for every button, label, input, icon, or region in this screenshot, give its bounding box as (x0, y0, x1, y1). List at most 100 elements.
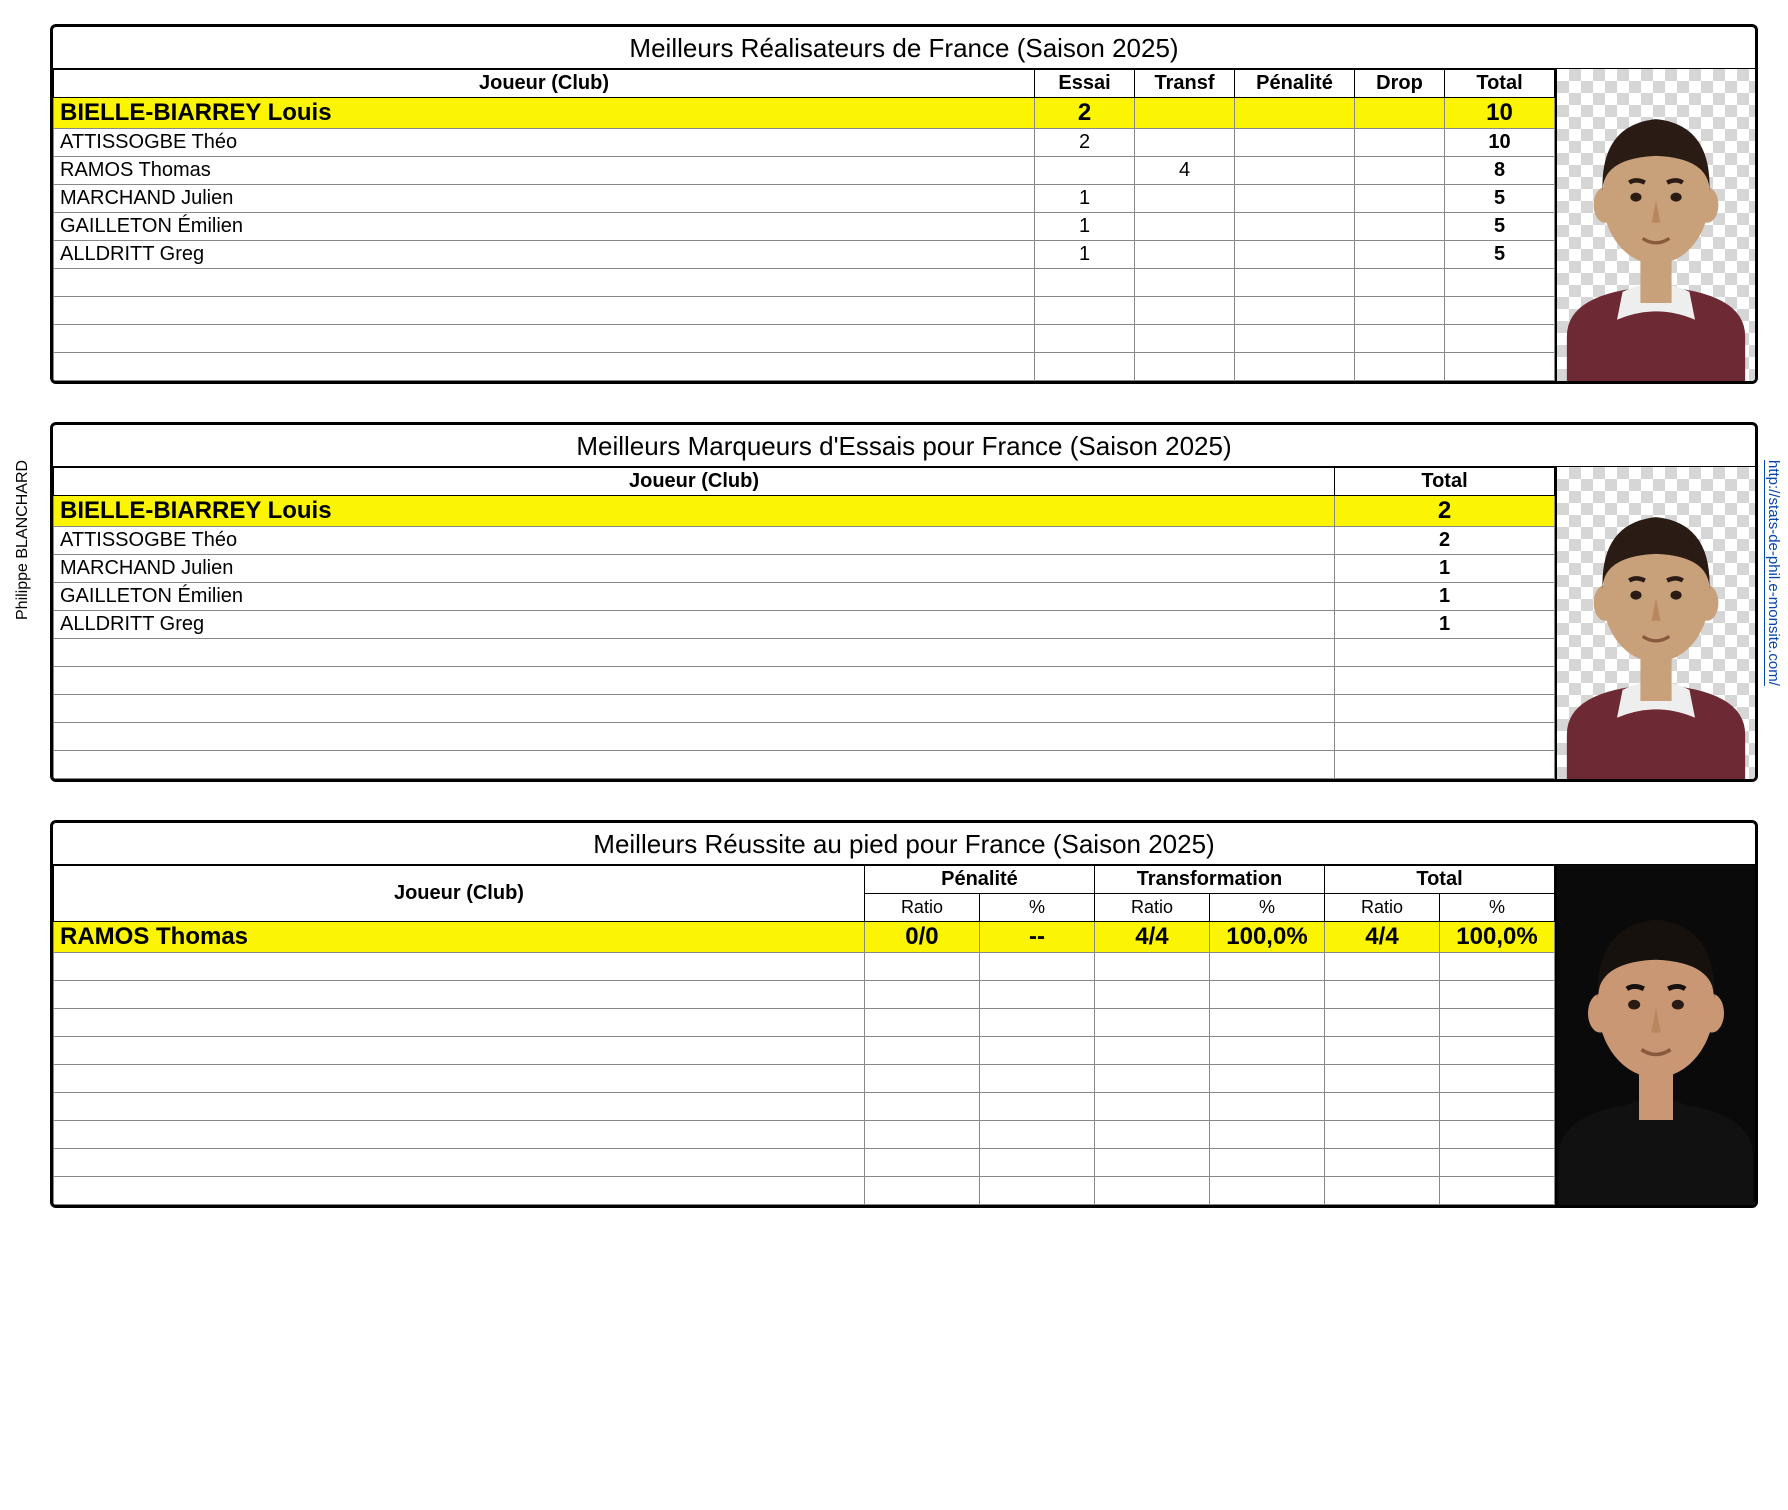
cell-penalite (1235, 241, 1355, 269)
table-row-empty (54, 695, 1555, 723)
table-row-empty (54, 353, 1555, 381)
cell-penalite (1235, 185, 1355, 213)
cell-total: 10 (1445, 98, 1555, 129)
cell-total: 5 (1445, 185, 1555, 213)
col-total: Total (1335, 468, 1555, 496)
table-row: GAILLETON Émilien1 5 (54, 213, 1555, 241)
player-photo (1555, 467, 1755, 779)
cell-essai: 2 (1035, 98, 1135, 129)
best-scorers-table: Joueur (Club) Essai Transf Pénalité Drop… (53, 69, 1555, 381)
col-penalite: Pénalité (1235, 70, 1355, 98)
player-photo (1555, 69, 1755, 381)
cell-penalite (1235, 129, 1355, 157)
cell-tr-pct: 100,0% (1209, 922, 1324, 953)
cell-tot-ratio: 4/4 (1324, 922, 1439, 953)
col-transf: Transf (1135, 70, 1235, 98)
stats-site-link[interactable]: http://stats-de-phil.e-monsite.com/ (1765, 460, 1782, 686)
col-pen-pct: % (979, 894, 1094, 922)
cell-total: 5 (1445, 213, 1555, 241)
table-row-empty (54, 1121, 1555, 1149)
table-row-empty (54, 1093, 1555, 1121)
cell-total: 1 (1335, 555, 1555, 583)
cell-transf (1135, 213, 1235, 241)
col-essai: Essai (1035, 70, 1135, 98)
cell-transf (1135, 129, 1235, 157)
best-try-scorers-card: Meilleurs Marqueurs d'Essais pour France… (50, 422, 1758, 782)
cell-drop (1355, 241, 1445, 269)
cell-pen-ratio: 0/0 (864, 922, 979, 953)
cell-essai (1035, 157, 1135, 185)
table-row-empty (54, 269, 1555, 297)
table-row: MARCHAND Julien1 (54, 555, 1555, 583)
card-title: Meilleurs Réussite au pied pour France (… (53, 823, 1755, 865)
cell-drop (1355, 157, 1445, 185)
cell-tot-pct: 100,0% (1439, 922, 1554, 953)
cell-total: 2 (1335, 496, 1555, 527)
cell-player: BIELLE-BIARREY Louis (54, 98, 1035, 129)
cell-essai: 2 (1035, 129, 1135, 157)
best-try-scorers-table: Joueur (Club) Total BIELLE-BIARREY Louis… (53, 467, 1555, 779)
table-header-row-1: Joueur (Club) Pénalité Transformation To… (54, 866, 1555, 894)
cell-transf (1135, 98, 1235, 129)
col-total: Total (1445, 70, 1555, 98)
table-row: ATTISSOGBE Théo2 10 (54, 129, 1555, 157)
cell-player: RAMOS Thomas (54, 922, 865, 953)
table-row-empty (54, 1177, 1555, 1205)
cell-player: BIELLE-BIARREY Louis (54, 496, 1335, 527)
cell-player: GAILLETON Émilien (54, 213, 1035, 241)
cell-total: 1 (1335, 583, 1555, 611)
cell-total: 8 (1445, 157, 1555, 185)
cell-player: MARCHAND Julien (54, 555, 1335, 583)
table-row: GAILLETON Émilien1 (54, 583, 1555, 611)
table-row: BIELLE-BIARREY Louis2 (54, 496, 1555, 527)
cell-drop (1355, 213, 1445, 241)
table-row: RAMOS Thomas48 (54, 157, 1555, 185)
player-photo (1555, 865, 1755, 1205)
table-row: ALLDRITT Greg1 5 (54, 241, 1555, 269)
cell-player: ALLDRITT Greg (54, 241, 1035, 269)
side-link: http://stats-de-phil.e-monsite.com/ (1765, 460, 1782, 686)
cell-essai: 1 (1035, 241, 1135, 269)
col-player: Joueur (Club) (54, 468, 1335, 496)
cell-transf: 4 (1135, 157, 1235, 185)
cell-player: ATTISSOGBE Théo (54, 129, 1035, 157)
cell-tr-ratio: 4/4 (1094, 922, 1209, 953)
cell-total: 2 (1335, 527, 1555, 555)
col-penalite: Pénalité (864, 866, 1094, 894)
col-player: Joueur (Club) (54, 70, 1035, 98)
table-row: ATTISSOGBE Théo2 (54, 527, 1555, 555)
table-row-empty (54, 1149, 1555, 1177)
table-header-row: Joueur (Club) Total (54, 468, 1555, 496)
table-row: MARCHAND Julien15 (54, 185, 1555, 213)
cell-player: GAILLETON Émilien (54, 583, 1335, 611)
cell-total: 10 (1445, 129, 1555, 157)
cell-penalite (1235, 98, 1355, 129)
cell-total: 5 (1445, 241, 1555, 269)
col-tr-pct: % (1209, 894, 1324, 922)
table-row-empty (54, 953, 1555, 981)
cell-essai: 1 (1035, 213, 1135, 241)
table-row: ALLDRITT Greg1 (54, 611, 1555, 639)
cell-drop (1355, 185, 1445, 213)
table-row: RAMOS Thomas0/0--4/4100,0%4/4100,0% (54, 922, 1555, 953)
cell-pen-pct: -- (979, 922, 1094, 953)
table-header-row: Joueur (Club) Essai Transf Pénalité Drop… (54, 70, 1555, 98)
table-row-empty (54, 325, 1555, 353)
col-transformation: Transformation (1094, 866, 1324, 894)
col-pen-ratio: Ratio (864, 894, 979, 922)
cell-drop (1355, 129, 1445, 157)
side-author-label: Philippe BLANCHARD (14, 460, 32, 620)
col-tot-pct: % (1439, 894, 1554, 922)
col-player: Joueur (Club) (54, 866, 865, 922)
cell-transf (1135, 241, 1235, 269)
cell-player: ALLDRITT Greg (54, 611, 1335, 639)
best-kicking-table: Joueur (Club) Pénalité Transformation To… (53, 865, 1555, 1205)
card-title: Meilleurs Réalisateurs de France (Saison… (53, 27, 1755, 69)
cell-penalite (1235, 157, 1355, 185)
table-row-empty (54, 667, 1555, 695)
cell-transf (1135, 185, 1235, 213)
table-row: BIELLE-BIARREY Louis2 10 (54, 98, 1555, 129)
table-row-empty (54, 751, 1555, 779)
cell-player: MARCHAND Julien (54, 185, 1035, 213)
table-row-empty (54, 723, 1555, 751)
